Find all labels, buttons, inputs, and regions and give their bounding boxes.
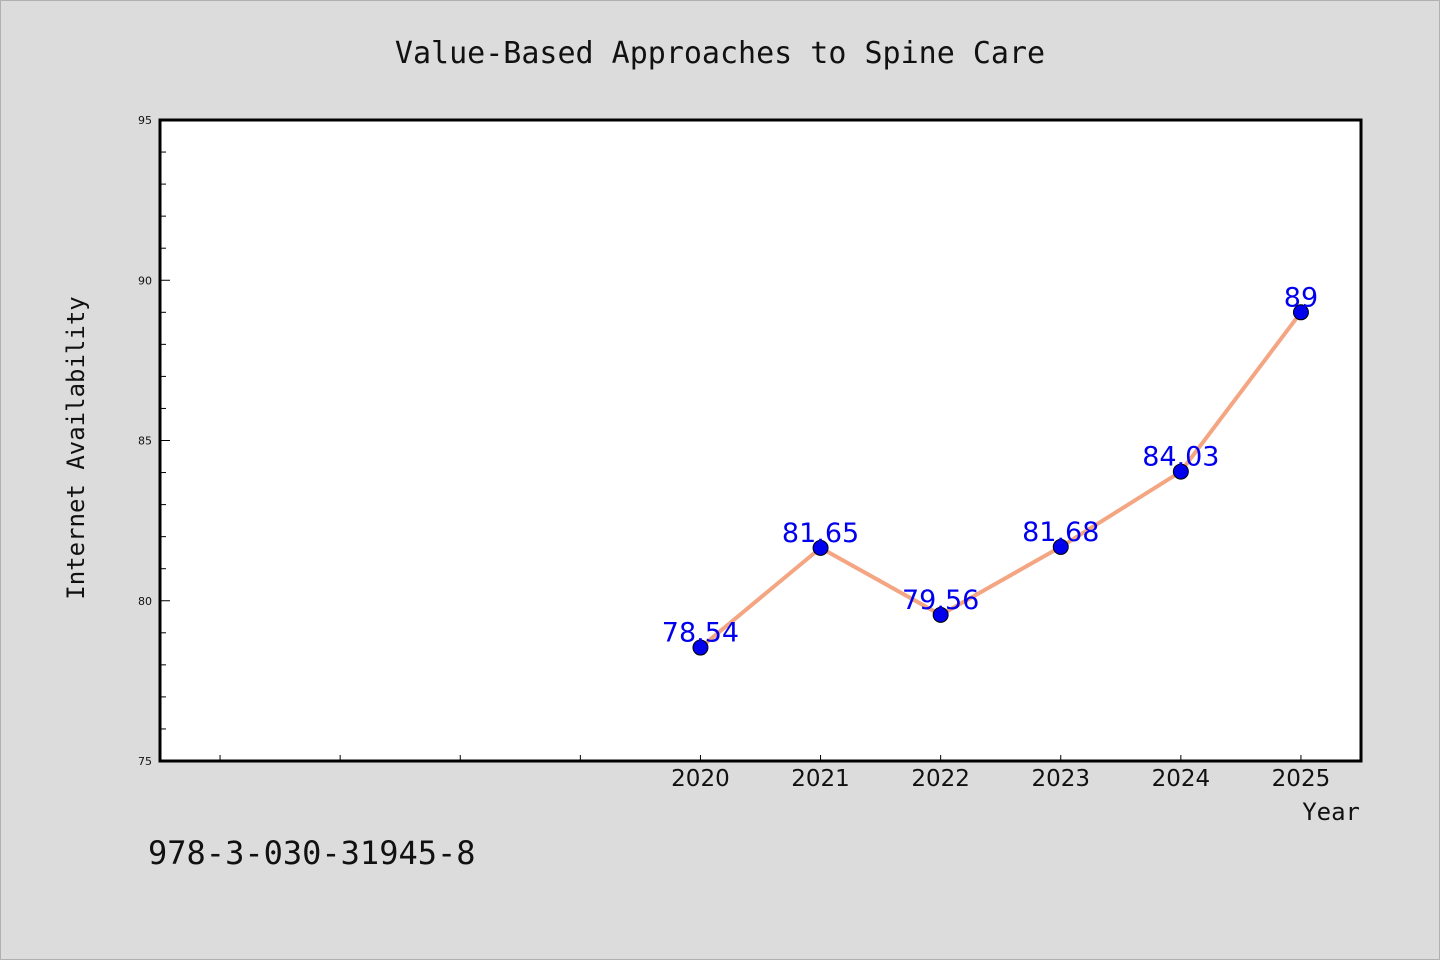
y-axis: 75 80 85 90 95 <box>138 114 170 768</box>
x-tick-label: 2025 <box>1272 766 1331 792</box>
y-tick-label: 85 <box>138 435 152 448</box>
series-line <box>699 311 1303 650</box>
data-point <box>1172 463 1189 480</box>
plot-area <box>158 118 1363 763</box>
data-label: 81.65 <box>782 518 859 549</box>
x-tick-label: 2020 <box>671 766 730 792</box>
x-tick-label: 2022 <box>911 766 970 792</box>
data-label: 78.54 <box>662 618 739 649</box>
series-markers <box>692 304 1309 656</box>
x-tick-label: 2023 <box>1031 766 1090 792</box>
data-point <box>1292 304 1309 321</box>
x-tick-label: 2024 <box>1152 766 1211 792</box>
data-label: 81.68 <box>1022 517 1099 548</box>
y-tick-label: 80 <box>138 595 152 608</box>
data-point <box>932 606 949 623</box>
data-label: 89 <box>1284 282 1318 313</box>
data-point <box>692 639 709 656</box>
x-axis-label: Year <box>1302 798 1360 826</box>
data-point <box>1052 538 1069 555</box>
isbn-text: 978-3-030-31945-8 <box>148 834 476 872</box>
y-axis-label: Internet Availability <box>62 296 90 599</box>
data-label: 79.56 <box>902 585 979 616</box>
y-tick-label: 90 <box>138 274 152 287</box>
data-label: 84.03 <box>1142 442 1219 473</box>
data-labels: 78.54 81.65 79.56 81.68 84.03 89 <box>662 282 1318 648</box>
y-tick-label: 75 <box>138 755 152 768</box>
x-tick-label: 2021 <box>791 766 850 792</box>
x-axis: 2020 2021 2022 2023 2024 2025 <box>219 755 1331 792</box>
y-tick-label: 95 <box>138 114 152 127</box>
chart-title: Value-Based Approaches to Spine Care <box>395 36 1045 71</box>
data-point <box>812 539 829 556</box>
